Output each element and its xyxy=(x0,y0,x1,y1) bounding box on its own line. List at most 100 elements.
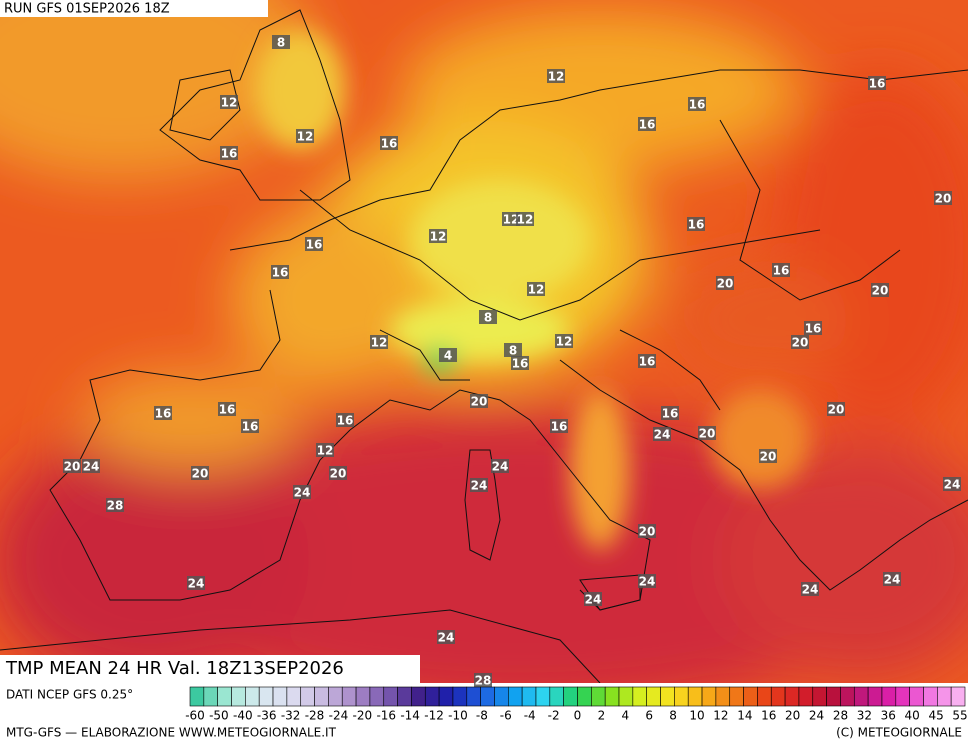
colorbar-tick-label: -28 xyxy=(305,709,325,723)
contour-label: 20 xyxy=(792,336,809,350)
label-box xyxy=(638,524,656,538)
label-box xyxy=(305,237,323,251)
contour-label: 20 xyxy=(192,467,209,481)
label-box xyxy=(759,449,777,463)
colorbar-tick-label: -32 xyxy=(281,709,301,723)
contour-label: 16 xyxy=(221,147,238,161)
label-box xyxy=(504,343,522,357)
contour-label: 12 xyxy=(517,213,534,227)
map-title: TMP MEAN 24 HR Val. 18Z13SEP2026 xyxy=(5,658,344,679)
contour-label: 12 xyxy=(548,70,565,84)
colorbar-swatch xyxy=(383,686,398,707)
colorbar-swatch xyxy=(438,686,454,707)
colorbar-swatch xyxy=(660,686,675,707)
label-box xyxy=(698,426,716,440)
colorbar-swatch xyxy=(494,686,509,707)
colorbar-swatch xyxy=(397,686,412,707)
label-box xyxy=(716,276,734,290)
colorbar-swatch xyxy=(867,686,883,707)
label-box xyxy=(661,406,679,420)
label-box xyxy=(547,69,565,83)
colorbar-tick-label: 40 xyxy=(905,709,920,723)
colorbar-tick-label: 0 xyxy=(574,709,582,723)
colorbar-tick-label: 4 xyxy=(621,709,629,723)
contour-label: 24 xyxy=(654,428,671,442)
contour-label: 16 xyxy=(272,266,289,280)
label-box xyxy=(791,335,809,349)
label-box xyxy=(687,217,705,231)
label-box xyxy=(871,283,889,297)
label-box xyxy=(827,402,845,416)
colorbar-tick-label: 45 xyxy=(928,709,943,723)
contour-label: 24 xyxy=(944,478,961,492)
colorbar-swatch xyxy=(258,686,274,707)
footer-left: MTG-GFS — ELABORAZIONE WWW.METEOGIORNALE… xyxy=(6,726,337,740)
colorbar-swatch xyxy=(369,686,385,707)
contour-label: 16 xyxy=(639,355,656,369)
contour-label: 24 xyxy=(83,460,100,474)
colorbar-swatch xyxy=(521,686,537,707)
colorbar-swatch xyxy=(950,686,966,707)
contour-label: 12 xyxy=(371,336,388,350)
colorbar-tick-label: -12 xyxy=(424,709,444,723)
colorbar-tick-label: -14 xyxy=(400,709,420,723)
contour-label: 20 xyxy=(872,284,889,298)
run-label: RUN GFS 01SEP2026 18Z xyxy=(4,2,170,17)
colorbar-tick-label: -20 xyxy=(353,709,373,723)
colorbar-swatch xyxy=(757,686,772,707)
contour-label: 20 xyxy=(760,450,777,464)
contour-label: 24 xyxy=(585,593,602,607)
colorbar-swatch xyxy=(618,686,634,707)
colorbar-tick-label: -36 xyxy=(257,709,277,723)
colorbar-swatch xyxy=(674,686,689,707)
contour-label: 8 xyxy=(484,311,492,325)
label-box xyxy=(638,574,656,588)
label-box xyxy=(439,348,457,362)
colorbar-tick-label: -10 xyxy=(448,709,468,723)
contour-label: 12 xyxy=(221,96,238,110)
colorbar-swatch xyxy=(466,686,481,707)
contour-label: 12 xyxy=(430,230,447,244)
label-box xyxy=(527,282,545,296)
label-box xyxy=(220,95,238,109)
colorbar-tick-label: 2 xyxy=(598,709,606,723)
colorbar-tick-label: 16 xyxy=(761,709,776,723)
colorbar-swatch xyxy=(355,686,371,707)
colorbar-swatch xyxy=(826,686,841,707)
colorbar-swatch xyxy=(743,686,758,707)
label-box xyxy=(293,485,311,499)
label-box xyxy=(688,97,706,111)
footer-right: (C) METEOGIORNALE xyxy=(836,726,962,740)
colorbar-swatch xyxy=(231,686,246,707)
colorbar-swatch xyxy=(341,686,357,707)
label-box xyxy=(63,459,81,473)
colorbar-swatch xyxy=(189,686,205,707)
colorbar-tick-label: 24 xyxy=(809,709,824,723)
colorbar-swatch xyxy=(646,686,661,707)
contour-label: 16 xyxy=(688,218,705,232)
colorbar-swatch xyxy=(729,686,744,707)
contour-label: 24 xyxy=(802,583,819,597)
contour-label: 12 xyxy=(297,130,314,144)
colorbar-tick-label: -2 xyxy=(548,709,560,723)
contour-label: 20 xyxy=(471,395,488,409)
label-box xyxy=(437,630,455,644)
contour-label: 24 xyxy=(294,486,311,500)
contour-label: 12 xyxy=(503,213,520,227)
label-box xyxy=(241,419,259,433)
colorbar-swatch xyxy=(480,686,495,707)
colorbar-swatch xyxy=(549,686,564,707)
colorbar-swatch xyxy=(300,686,315,707)
label-box xyxy=(272,35,290,49)
label-box xyxy=(154,406,172,420)
contour-label: 24 xyxy=(438,631,455,645)
contour-label: 12 xyxy=(556,335,573,349)
colorbar-swatch xyxy=(687,686,703,707)
colorbar-swatch xyxy=(604,686,620,707)
colorbar-tick-label: 12 xyxy=(713,709,728,723)
colorbar-swatch xyxy=(328,686,343,707)
contour-label: 24 xyxy=(188,577,205,591)
colorbar-tick-label: 20 xyxy=(785,709,800,723)
colorbar-tick-label: 36 xyxy=(881,709,896,723)
